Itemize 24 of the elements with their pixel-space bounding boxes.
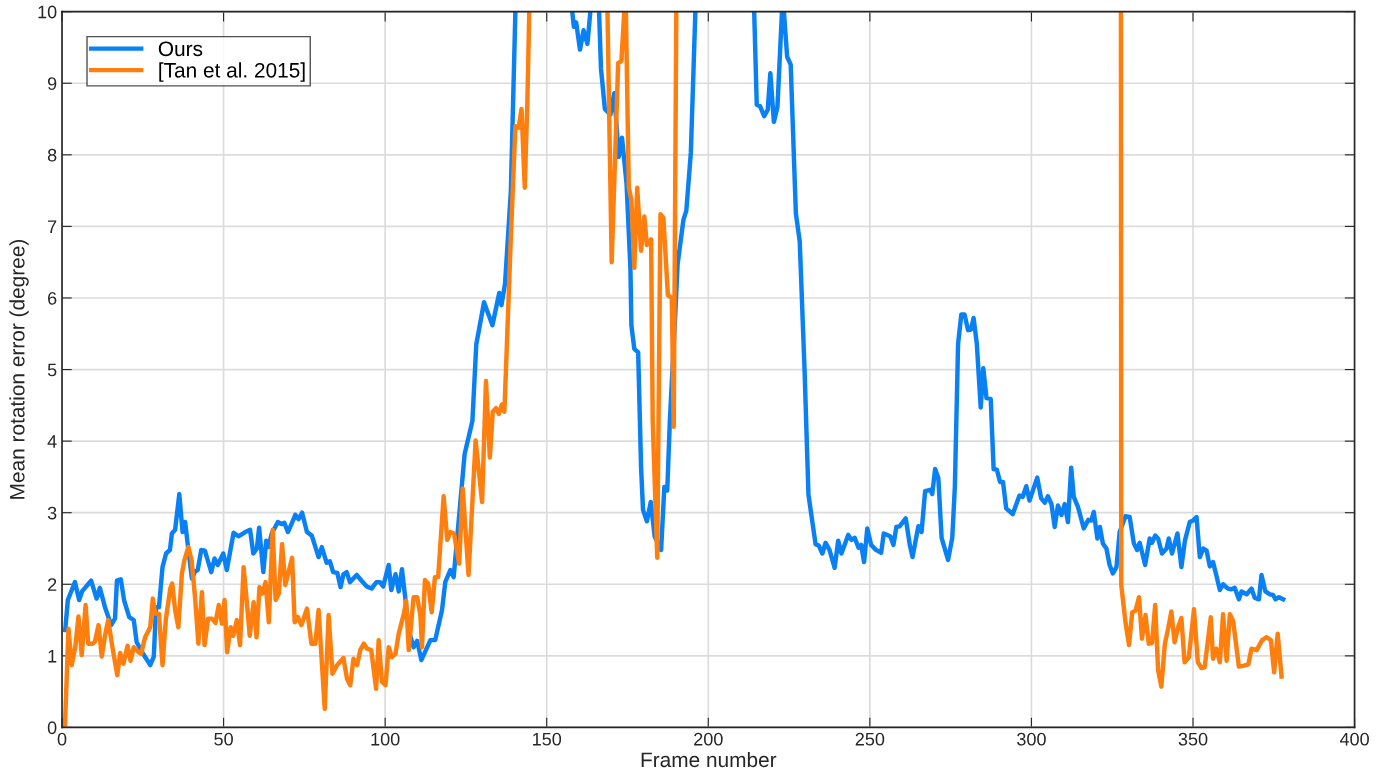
y-tick-label: 7 (48, 220, 57, 233)
x-tick-label: 300 (1017, 732, 1046, 746)
x-axis-title: Frame number (641, 751, 777, 768)
x-tick-label: 250 (855, 732, 885, 746)
x-tick-label: 50 (214, 732, 233, 746)
y-tick-label: 3 (47, 506, 57, 520)
legend-label: [Tan et al. 2015] (159, 62, 305, 82)
x-tick-label: 0 (57, 732, 67, 746)
y-tick-label: 8 (47, 148, 57, 162)
x-tick-label: 400 (1339, 732, 1369, 746)
x-tick-label: 100 (371, 732, 400, 746)
y-tick-label: 10 (38, 5, 57, 19)
y-tick-label: 0 (47, 721, 57, 735)
x-tick-label: 150 (533, 732, 562, 746)
x-tick-label: 200 (694, 732, 723, 746)
y-tick-label: 4 (47, 435, 57, 448)
y-tick-label: 6 (48, 291, 57, 305)
legend-label: Ours (158, 41, 203, 57)
y-tick-label: 1 (48, 649, 57, 663)
x-tick-label: 350 (1178, 732, 1208, 746)
y-tick-label: 2 (48, 578, 57, 591)
y-axis-title: Mean rotation error (degree) (9, 239, 29, 499)
y-tick-label: 9 (47, 77, 57, 90)
y-tick-label: 5 (47, 363, 57, 377)
